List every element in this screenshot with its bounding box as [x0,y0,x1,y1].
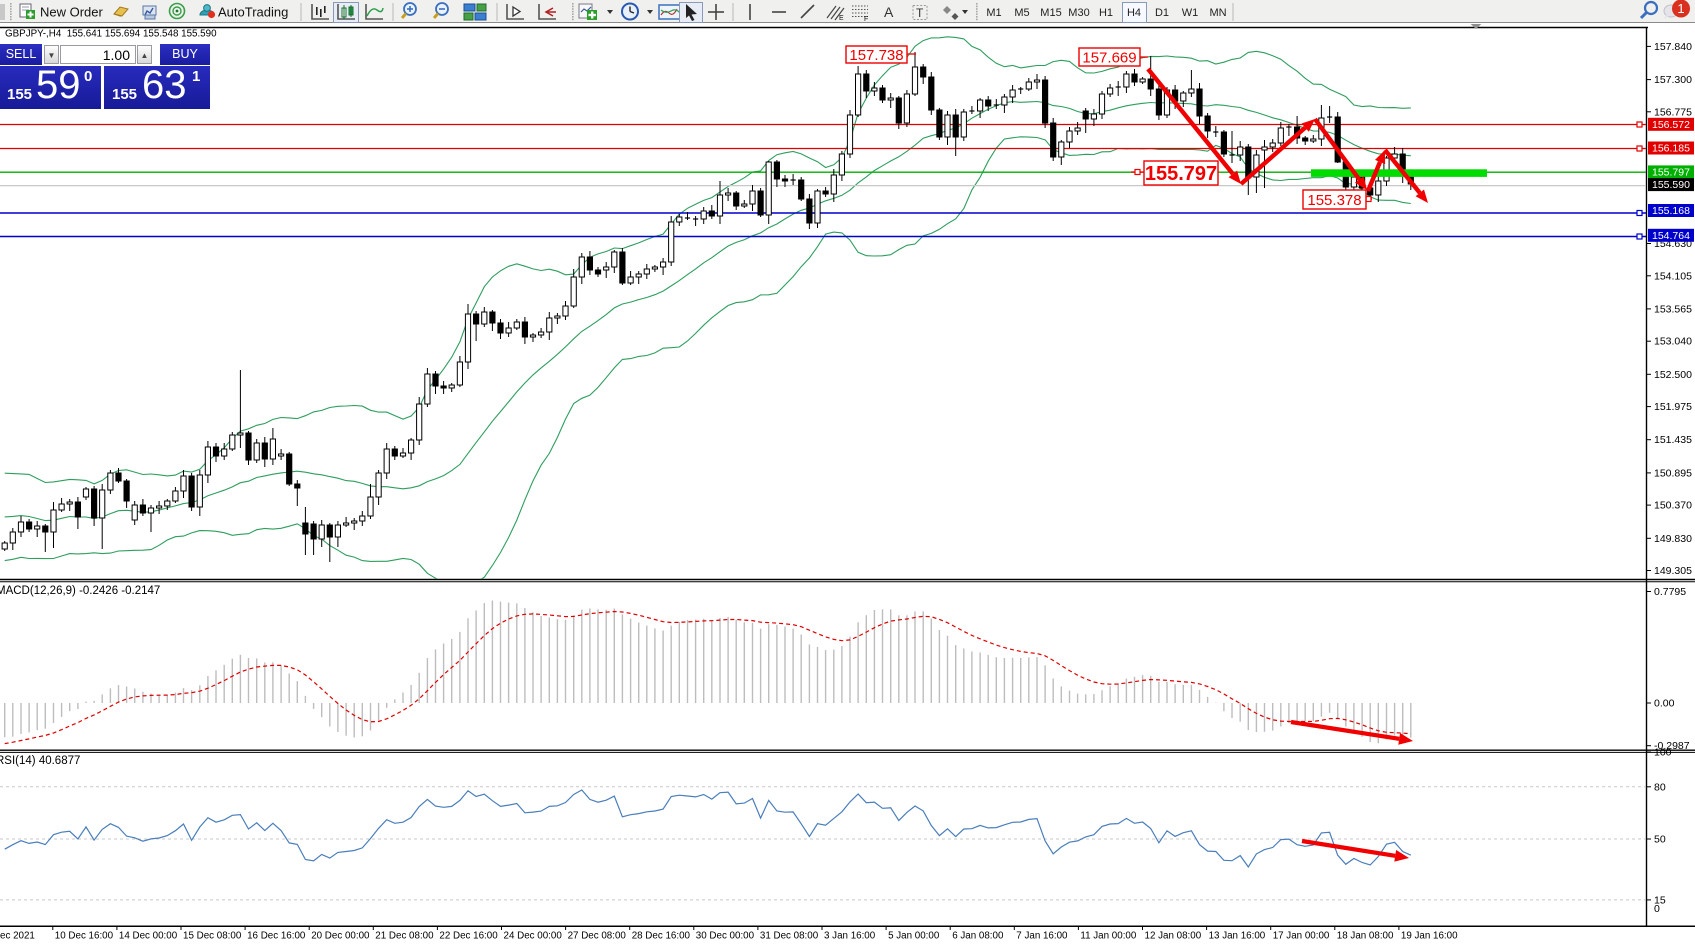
svg-text:13 Jan 16:00: 13 Jan 16:00 [1209,931,1266,942]
svg-text:150.895: 150.895 [1654,467,1692,479]
svg-text:-0.2987: -0.2987 [1654,740,1690,752]
svg-text:149.830: 149.830 [1654,533,1692,545]
svg-text:155.797: 155.797 [1145,163,1217,185]
svg-text:149.305: 149.305 [1654,565,1692,577]
svg-text:157.669: 157.669 [1082,49,1136,66]
svg-text:7 Jan 16:00: 7 Jan 16:00 [1016,931,1068,942]
svg-text:154.105: 154.105 [1654,270,1692,282]
svg-text:157.840: 157.840 [1654,41,1692,53]
svg-text:80: 80 [1654,781,1666,793]
svg-text:H1: H1 [1099,7,1113,19]
svg-text:31 Dec 08:00: 31 Dec 08:00 [760,931,819,942]
svg-text:28 Dec 16:00: 28 Dec 16:00 [632,931,691,942]
svg-text:M30: M30 [1068,7,1089,19]
svg-text:21 Dec 08:00: 21 Dec 08:00 [375,931,434,942]
svg-text:New Order: New Order [40,5,104,20]
svg-text:24 Dec 00:00: 24 Dec 00:00 [504,931,563,942]
svg-text:154.764: 154.764 [1652,230,1690,242]
svg-text:27 Dec 08:00: 27 Dec 08:00 [568,931,627,942]
svg-text:ec 2021: ec 2021 [0,931,35,942]
svg-text:19 Jan 16:00: 19 Jan 16:00 [1401,931,1458,942]
svg-text:AutoTrading: AutoTrading [218,5,288,20]
svg-text:3 Jan 16:00: 3 Jan 16:00 [824,931,876,942]
svg-text:155.378: 155.378 [1307,192,1361,209]
svg-text:18 Jan 08:00: 18 Jan 08:00 [1337,931,1394,942]
svg-text:0.00: 0.00 [1654,698,1675,710]
svg-text:50: 50 [1654,834,1666,846]
svg-text:153.565: 153.565 [1654,303,1692,315]
svg-text:100: 100 [1654,747,1672,759]
svg-text:12 Jan 08:00: 12 Jan 08:00 [1145,931,1202,942]
svg-text:157.300: 157.300 [1654,74,1692,86]
svg-text:D1: D1 [1155,7,1169,19]
svg-text:1: 1 [1677,1,1684,16]
svg-text:153.040: 153.040 [1654,336,1692,348]
svg-text:5 Jan 00:00: 5 Jan 00:00 [888,931,940,942]
svg-text:F: F [864,16,868,23]
svg-text:150.370: 150.370 [1654,500,1692,512]
svg-text:RSI(14) 40.6877: RSI(14) 40.6877 [0,755,80,767]
svg-text:M1: M1 [986,7,1001,19]
svg-text:0.7795: 0.7795 [1654,586,1686,598]
svg-text:16 Dec 16:00: 16 Dec 16:00 [247,931,306,942]
svg-text:155.797: 155.797 [1652,166,1690,178]
svg-text:E: E [839,15,844,22]
svg-text:155.168: 155.168 [1652,205,1690,217]
svg-text:151.435: 151.435 [1654,434,1692,446]
svg-text:152.500: 152.500 [1654,369,1692,381]
svg-text:T: T [916,6,924,20]
svg-text:M15: M15 [1040,7,1061,19]
svg-text:W1: W1 [1182,7,1199,19]
svg-text:17 Jan 00:00: 17 Jan 00:00 [1273,931,1330,942]
svg-text:A: A [884,4,894,20]
svg-text:20 Dec 00:00: 20 Dec 00:00 [311,931,370,942]
svg-text:6 Jan 08:00: 6 Jan 08:00 [952,931,1004,942]
svg-text:156.775: 156.775 [1654,106,1692,118]
svg-text:0: 0 [1654,903,1660,915]
svg-text:156.572: 156.572 [1652,119,1690,131]
svg-text:11 Jan 00:00: 11 Jan 00:00 [1080,931,1136,942]
svg-text:157.738: 157.738 [849,47,903,64]
svg-text:H4: H4 [1127,7,1141,19]
svg-text:M5: M5 [1014,7,1029,19]
svg-text:GBPJPY-,H4 155.641 155.694 15: GBPJPY-,H4 155.641 155.694 155.548 155.5… [5,29,217,40]
svg-text:22 Dec 16:00: 22 Dec 16:00 [439,931,498,942]
svg-text:MACD(12,26,9) -0.2426 -0.2147: MACD(12,26,9) -0.2426 -0.2147 [0,585,160,597]
svg-text:14 Dec 00:00: 14 Dec 00:00 [119,931,178,942]
svg-text:10 Dec 16:00: 10 Dec 16:00 [55,931,114,942]
svg-text:15 Dec 08:00: 15 Dec 08:00 [183,931,242,942]
svg-text:MN: MN [1209,7,1226,19]
svg-text:155.590: 155.590 [1652,179,1690,191]
svg-text:156.185: 156.185 [1652,143,1690,155]
svg-text:151.975: 151.975 [1654,401,1692,413]
svg-text:30 Dec 00:00: 30 Dec 00:00 [696,931,755,942]
svg-text:15: 15 [1654,894,1666,906]
